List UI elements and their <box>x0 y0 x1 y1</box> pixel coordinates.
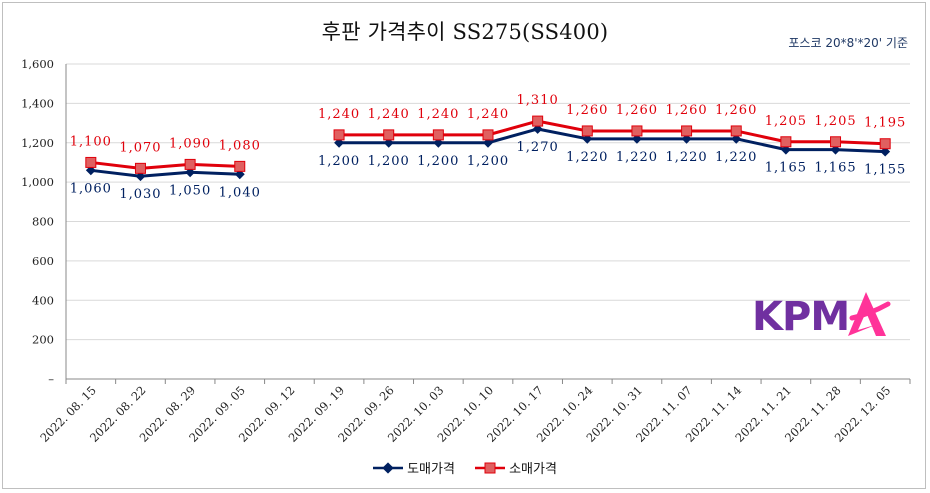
data-label: 1,165 <box>814 161 856 176</box>
data-label: 1,310 <box>517 93 559 108</box>
data-label: 1,200 <box>368 154 410 169</box>
data-label: 1,240 <box>417 107 459 122</box>
legend-marker-wholesale <box>373 461 404 474</box>
data-label: 1,155 <box>864 163 906 178</box>
data-point <box>85 156 97 168</box>
data-label: 1,260 <box>616 103 658 118</box>
data-point <box>184 158 196 170</box>
data-label: 1,220 <box>566 150 608 165</box>
svg-text:KPM: KPM <box>752 294 849 340</box>
series-line-retail <box>90 160 240 170</box>
data-label: 1,260 <box>566 103 608 118</box>
series-line-wholesale <box>90 168 240 178</box>
chart-legend: 도매가격 소매가격 <box>0 458 930 478</box>
data-label: 1,165 <box>765 161 807 176</box>
data-label: 1,100 <box>70 134 112 149</box>
data-label: 1,240 <box>318 107 360 122</box>
data-label: 1,205 <box>814 114 856 129</box>
series-line-retail <box>339 119 886 146</box>
gridlines <box>66 63 910 341</box>
data-labels: 1,060 1,030 1,050 1,040 1,200 1,200 1,200 1,200… <box>70 93 906 202</box>
data-point <box>780 136 792 148</box>
data-label: 1,060 <box>70 181 112 196</box>
chart-subtitle: 포스코 20*8'*20' 기준 <box>788 36 908 50</box>
y-tick-label: 1,400 <box>21 96 54 110</box>
y-tick-label: – <box>48 372 54 386</box>
y-tick-label: 1,600 <box>21 57 54 71</box>
data-label: 1,195 <box>864 116 906 131</box>
data-point <box>631 125 643 137</box>
data-label: 1,220 <box>715 150 757 165</box>
data-label: 1,200 <box>417 154 459 169</box>
data-label: 1,030 <box>119 187 161 202</box>
data-label: 1,200 <box>467 154 509 169</box>
data-label: 1,260 <box>665 103 707 118</box>
data-point <box>333 129 345 141</box>
data-label: 1,270 <box>517 140 559 155</box>
data-point <box>432 129 444 141</box>
data-label: 1,050 <box>169 183 211 198</box>
data-point <box>830 136 842 148</box>
y-tick-label: 1,000 <box>21 175 54 189</box>
data-point <box>730 125 742 137</box>
y-tick-label: 400 <box>32 293 54 307</box>
data-label: 1,205 <box>765 114 807 129</box>
data-point <box>581 125 593 137</box>
data-point <box>532 115 544 127</box>
data-point <box>134 162 146 174</box>
data-point <box>234 160 246 172</box>
y-tick-label: 800 <box>32 215 54 229</box>
data-label: 1,070 <box>119 140 161 155</box>
legend-label-wholesale: 도매가격 <box>407 462 455 477</box>
data-label: 1,240 <box>368 107 410 122</box>
series-lines <box>85 115 891 182</box>
series-line-wholesale <box>339 127 886 154</box>
chart-title: 후판 가격추이 SS275(SS400) <box>321 20 609 44</box>
data-label: 1,040 <box>219 185 261 200</box>
data-label: 1,200 <box>318 154 360 169</box>
data-label: 1,220 <box>616 150 658 165</box>
data-label: 1,220 <box>665 150 707 165</box>
legend-label-retail: 소매가격 <box>509 462 557 477</box>
data-label: 1,080 <box>219 138 261 153</box>
data-label: 1,260 <box>715 103 757 118</box>
kpma-logo: KPM <box>752 292 891 340</box>
legend-item-retail: 소매가격 <box>475 458 557 477</box>
data-point <box>383 129 395 141</box>
data-label: 1,090 <box>169 136 211 151</box>
y-tick-label: 200 <box>32 333 54 347</box>
data-point <box>482 129 494 141</box>
y-tick-label: 600 <box>32 254 54 268</box>
legend-item-wholesale: 도매가격 <box>373 458 455 477</box>
data-label: 1,240 <box>467 107 509 122</box>
y-tick-label: 1,200 <box>21 136 54 150</box>
legend-marker-retail <box>475 462 506 473</box>
data-point <box>879 138 891 150</box>
data-point <box>681 125 693 137</box>
